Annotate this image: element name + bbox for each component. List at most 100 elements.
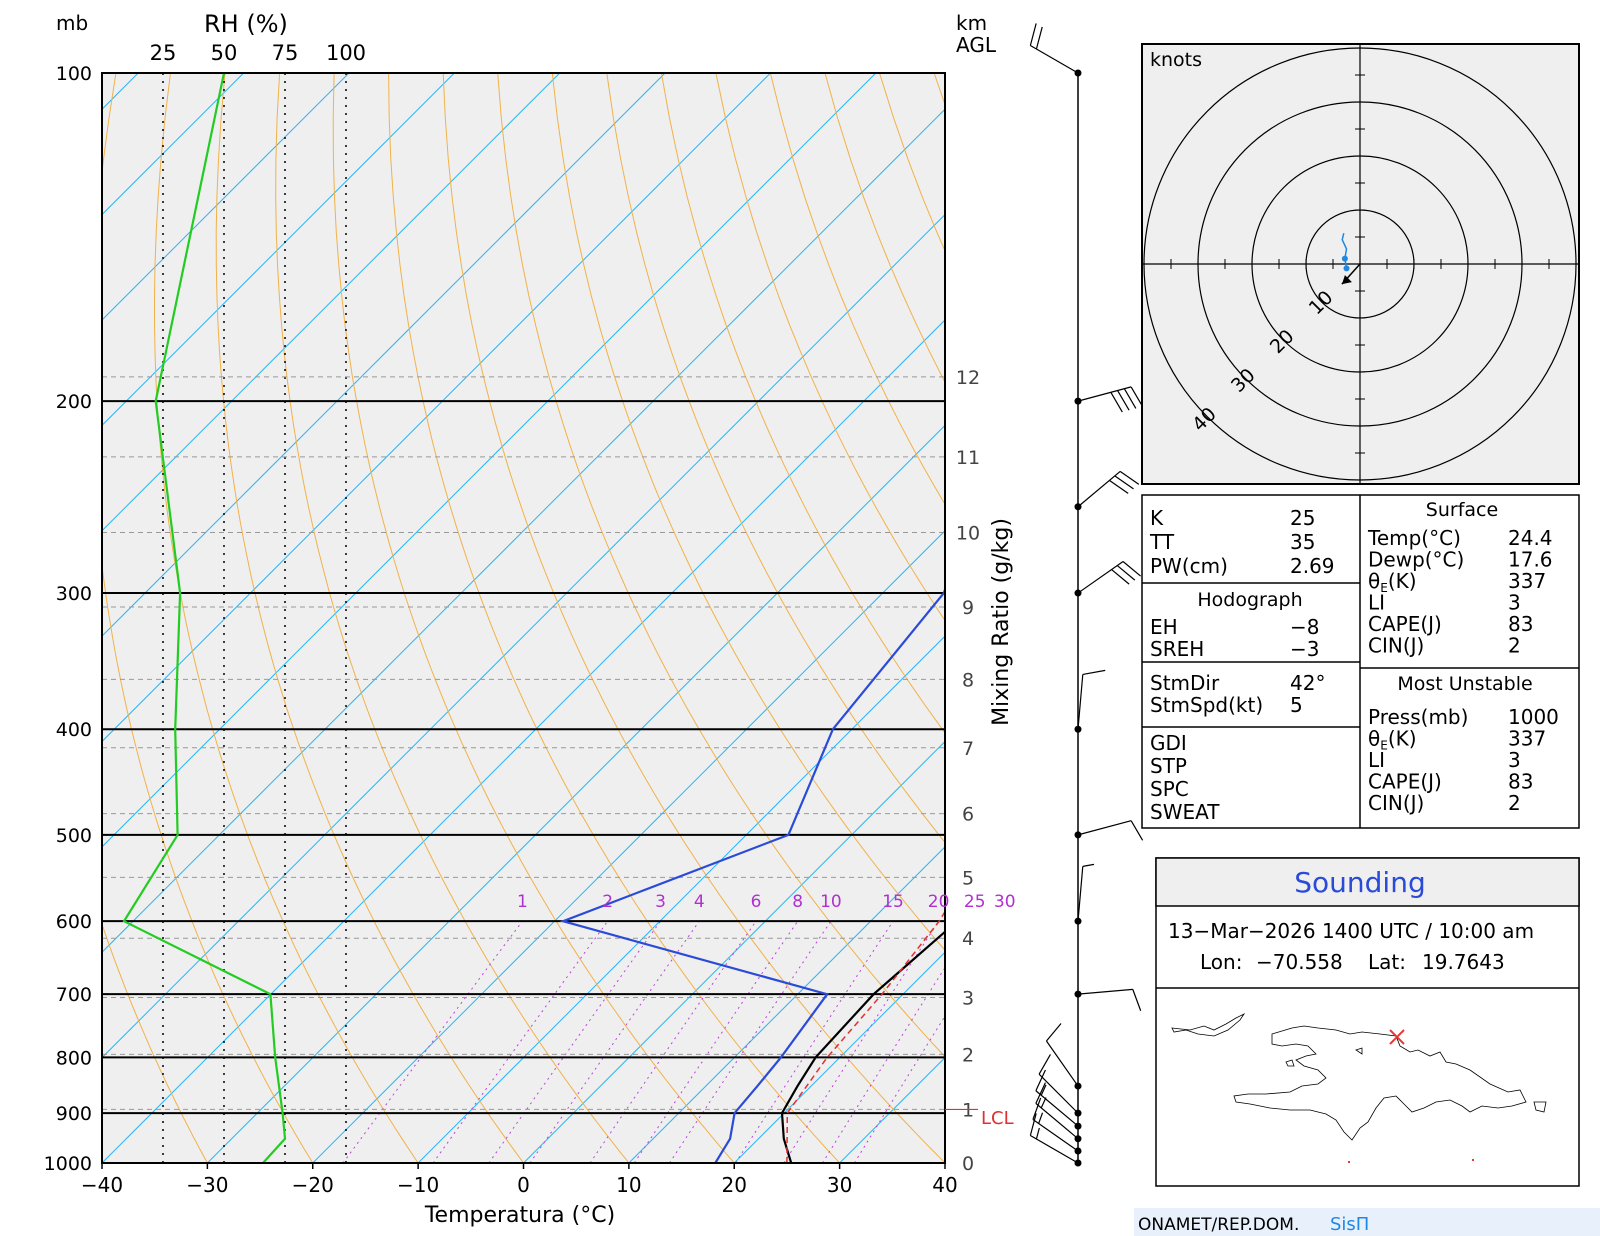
isotherm xyxy=(628,846,945,1163)
wind-barb-feather xyxy=(1110,392,1123,413)
lcl-label: LCL xyxy=(981,1108,1014,1129)
sounding-info-box: Sounding 13−Mar−2026 1400 UTC / 10:00 am… xyxy=(1155,857,1580,1187)
surface-row-label-rest: (K) xyxy=(1388,569,1417,593)
wind-barb-feather xyxy=(1109,479,1129,494)
wind-barb-staff xyxy=(1030,44,1079,74)
rh-tick-label: 50 xyxy=(211,41,238,65)
index-row-value: 2.69 xyxy=(1290,554,1335,578)
dry-adiabat xyxy=(102,922,208,1163)
surface-row-label: θE(K) xyxy=(1368,569,1417,595)
wind-barb-feather xyxy=(1035,1069,1046,1091)
isotherm xyxy=(0,73,33,1163)
height-tick-label: 5 xyxy=(962,867,974,889)
wind-barb-half-feather xyxy=(1040,1084,1047,1096)
mixing-ratio-line xyxy=(735,920,894,1163)
height-unit-km: km xyxy=(956,11,987,35)
pressure-tick-label: 100 xyxy=(56,63,92,85)
pressure-tick-label: 500 xyxy=(56,825,92,847)
wind-barb-feather xyxy=(1114,475,1134,490)
mixing-ratio-tick: 6 xyxy=(751,892,762,912)
footer-bar xyxy=(1134,1208,1600,1236)
unstable-row-value: 3 xyxy=(1508,748,1521,772)
pressure-tick-label: 300 xyxy=(56,583,92,605)
pressure-tick-label: 1000 xyxy=(44,1153,92,1175)
x-axis-title: Temperatura (°C) xyxy=(424,1203,615,1228)
wind-barb-staff xyxy=(1032,1118,1079,1152)
x-tick-label: −10 xyxy=(397,1173,439,1197)
isotherm xyxy=(733,951,945,1163)
height-tick-label: 6 xyxy=(962,804,974,826)
mixing-ratio-tick: 3 xyxy=(655,892,666,912)
rh-tick-label: 75 xyxy=(272,41,299,65)
wind-barb-feather xyxy=(1117,390,1130,411)
wind-barb-feather xyxy=(1130,820,1144,841)
wind-barb-staff xyxy=(1035,1090,1079,1127)
profile-curves xyxy=(122,73,945,1163)
map-coast-cuba xyxy=(1171,1012,1246,1037)
dry-adiabat xyxy=(660,73,945,734)
wind-barb-feather xyxy=(1082,669,1106,676)
temperature-line xyxy=(780,930,945,1163)
unstable-row-label: CAPE(J) xyxy=(1368,770,1442,794)
height-tick-label: 4 xyxy=(962,928,974,950)
misc-index-label: STP xyxy=(1150,754,1187,778)
isotherms-dry-adiabats xyxy=(0,73,945,1163)
sounding-datetime: 13−Mar−2026 1400 UTC / 10:00 am xyxy=(1168,919,1534,943)
wind-barb-feather xyxy=(1122,561,1141,577)
wind-barb-feather xyxy=(1132,989,1142,1011)
height-tick-label: 10 xyxy=(956,523,980,545)
height-tick-label: 7 xyxy=(962,738,974,760)
storm-row-value: 42° xyxy=(1290,671,1325,695)
pressure-tick-label: 900 xyxy=(56,1103,92,1125)
dry-adiabat xyxy=(388,73,840,1163)
mixing-ratio-tick: 8 xyxy=(792,892,803,912)
hodograph-trace xyxy=(1341,233,1348,269)
x-tick-label: 30 xyxy=(827,1173,852,1197)
surface-row-label-subscript: E xyxy=(1380,581,1388,595)
mixing-ratio-axis-title: Mixing Ratio (g/kg) xyxy=(989,518,1014,726)
skewt-panel: 1 2 3 4 6 8 10 15 20 25 30100200300400500600700800… xyxy=(0,10,1016,1228)
lat-value: 19.7643 xyxy=(1422,950,1505,974)
x-tick-label: −30 xyxy=(186,1173,228,1197)
surface-section-title: Surface xyxy=(1426,499,1498,521)
wind-barb-staff xyxy=(1077,674,1084,730)
footer-brand: SisΠ xyxy=(1330,1214,1369,1235)
isotherm xyxy=(102,319,945,1163)
unstable-row-label: Press(mb) xyxy=(1368,705,1468,729)
isotherm xyxy=(312,530,945,1163)
index-row-label: TT xyxy=(1149,530,1175,554)
misc-index-label: SWEAT xyxy=(1150,800,1220,824)
sounding-title-bar xyxy=(1155,857,1580,907)
storm-row-label: StmSpd(kt) xyxy=(1150,693,1263,717)
mixing-ratio-tick: 20 xyxy=(928,892,950,912)
isotherm xyxy=(102,108,945,953)
dry-adiabat xyxy=(551,73,945,951)
wind-barb-feather xyxy=(1045,1023,1062,1042)
dry-adiabat xyxy=(102,73,314,1163)
storm-row-label: StmDir xyxy=(1150,671,1220,695)
mixing-ratio-tick: 1 xyxy=(517,892,528,912)
mixing-ratio-line xyxy=(529,920,700,1163)
height-tick-label: 1 xyxy=(962,1099,974,1121)
x-tick-label: −40 xyxy=(81,1173,123,1197)
unstable-section-title: Most Unstable xyxy=(1397,673,1532,695)
surface-row-label: LI xyxy=(1368,591,1385,615)
sounding-title: Sounding xyxy=(1294,866,1425,899)
hodograph-point xyxy=(1343,265,1350,272)
height-tick-label: 11 xyxy=(956,447,980,469)
isotherm xyxy=(523,740,945,1163)
surface-row-value: 337 xyxy=(1508,569,1546,593)
index-row-value: 25 xyxy=(1290,506,1315,530)
wind-barb-feather xyxy=(1032,1097,1042,1120)
map-coast-hispaniola xyxy=(1233,1025,1527,1141)
unstable-row-label-rest: (K) xyxy=(1388,727,1417,751)
mixing-ratio-tick: 25 xyxy=(964,892,986,912)
dry-adiabat xyxy=(715,73,945,622)
dry-adiabat xyxy=(332,73,735,1163)
dry-adiabat xyxy=(154,73,419,1163)
mixing-ratio-line xyxy=(488,920,661,1163)
height-tick-label: 3 xyxy=(962,988,974,1010)
storm-motion-arrowhead xyxy=(1341,275,1352,285)
